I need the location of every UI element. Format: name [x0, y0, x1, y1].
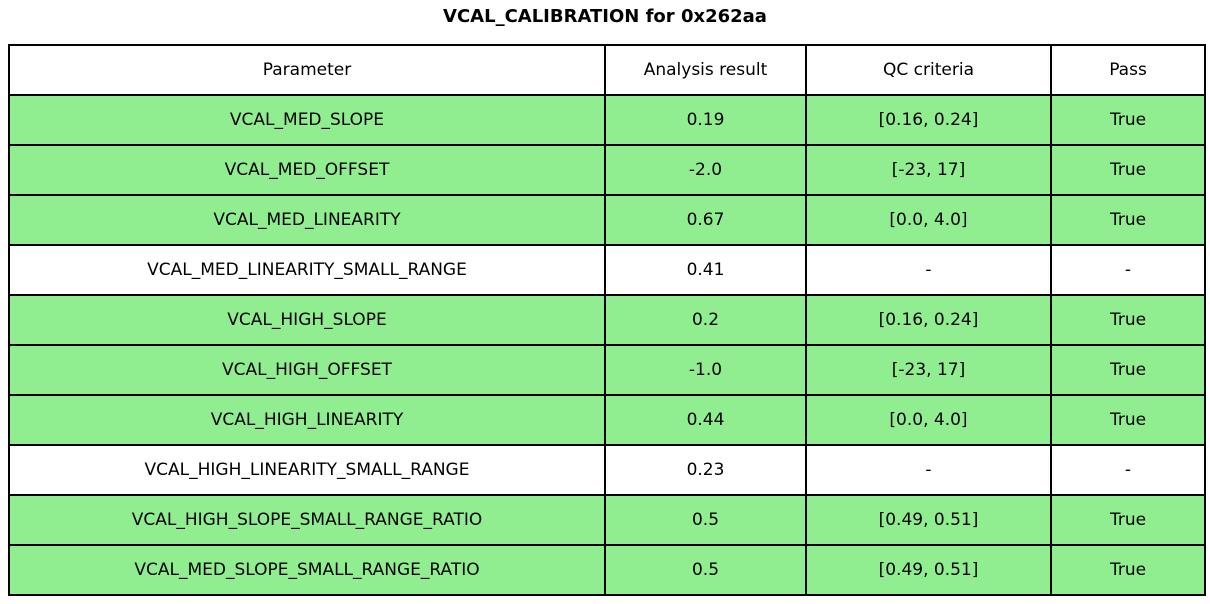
page-title: VCAL_CALIBRATION for 0x262aa	[443, 6, 767, 27]
qc-criteria-cell: [0.49, 0.51]	[805, 544, 1052, 596]
parameter-cell: VCAL_MED_OFFSET	[8, 144, 606, 196]
analysis-result-cell: 0.5	[604, 494, 807, 546]
pass-cell: True	[1050, 544, 1206, 596]
parameter-cell: VCAL_HIGH_LINEARITY	[8, 394, 606, 446]
parameter-cell: VCAL_MED_SLOPE	[8, 94, 606, 146]
qc-criteria-cell: [0.49, 0.51]	[805, 494, 1052, 546]
pass-cell: -	[1050, 244, 1206, 296]
table-row: VCAL_HIGH_LINEARITY 0.44 [0.0, 4.0] True	[8, 394, 1206, 446]
table-row: VCAL_MED_OFFSET -2.0 [-23, 17] True	[8, 144, 1206, 196]
table-body: VCAL_MED_SLOPE 0.19 [0.16, 0.24] True VCAL_M…	[8, 94, 1206, 596]
table-row: VCAL_MED_SLOPE 0.19 [0.16, 0.24] True	[8, 94, 1206, 146]
analysis-result-cell: 0.44	[604, 394, 807, 446]
table-row: VCAL_MED_SLOPE_SMALL_RANGE_RATIO 0.5 [0.49…	[8, 544, 1206, 596]
pass-cell: True	[1050, 344, 1206, 396]
pass-cell: True	[1050, 94, 1206, 146]
column-header-qc-criteria: QC criteria	[805, 44, 1052, 96]
analysis-result-cell: 0.23	[604, 444, 807, 496]
qc-criteria-cell: [-23, 17]	[805, 344, 1052, 396]
pass-cell: -	[1050, 444, 1206, 496]
column-header-analysis-result: Analysis result	[604, 44, 807, 96]
analysis-result-cell: -1.0	[604, 344, 807, 396]
qc-results-table: Parameter Analysis result QC criteria Pa…	[8, 44, 1206, 596]
table-row: VCAL_HIGH_SLOPE_SMALL_RANGE_RATIO 0.5 [0.4…	[8, 494, 1206, 546]
pass-cell: True	[1050, 294, 1206, 346]
analysis-result-cell: 0.19	[604, 94, 807, 146]
pass-cell: True	[1050, 494, 1206, 546]
column-header-pass: Pass	[1050, 44, 1206, 96]
analysis-result-cell: 0.2	[604, 294, 807, 346]
pass-cell: True	[1050, 194, 1206, 246]
table-row: VCAL_MED_LINEARITY 0.67 [0.0, 4.0] True	[8, 194, 1206, 246]
table-row: VCAL_MED_LINEARITY_SMALL_RANGE 0.41- -	[8, 244, 1206, 296]
table-row: VCAL_HIGH_SLOPE 0.2 [0.16, 0.24] True	[8, 294, 1206, 346]
pass-cell: True	[1050, 394, 1206, 446]
parameter-cell: VCAL_MED_SLOPE_SMALL_RANGE_RATIO	[8, 544, 606, 596]
pass-cell: True	[1050, 144, 1206, 196]
qc-criteria-cell: [0.0, 4.0]	[805, 394, 1052, 446]
analysis-result-cell: 0.41	[604, 244, 807, 296]
analysis-result-cell: 0.67	[604, 194, 807, 246]
analysis-result-cell: -2.0	[604, 144, 807, 196]
parameter-cell: VCAL_HIGH_SLOPE_SMALL_RANGE_RATIO	[8, 494, 606, 546]
parameter-cell: VCAL_MED_LINEARITY	[8, 194, 606, 246]
table-row: VCAL_HIGH_LINEARITY_SMALL_RANGE 0.23- -	[8, 444, 1206, 496]
parameter-cell: VCAL_HIGH_SLOPE	[8, 294, 606, 346]
qc-criteria-cell: -	[805, 244, 1052, 296]
table-row: VCAL_HIGH_OFFSET -1.0 [-23, 17] True	[8, 344, 1206, 396]
qc-criteria-cell: [-23, 17]	[805, 144, 1052, 196]
column-header-parameter: Parameter	[8, 44, 606, 96]
qc-criteria-cell: [0.0, 4.0]	[805, 194, 1052, 246]
qc-criteria-cell: [0.16, 0.24]	[805, 94, 1052, 146]
table-header-row: Parameter Analysis result QC criteria Pa…	[8, 44, 1206, 96]
parameter-cell: VCAL_HIGH_LINEARITY_SMALL_RANGE	[8, 444, 606, 496]
parameter-cell: VCAL_HIGH_OFFSET	[8, 344, 606, 396]
qc-criteria-cell: [0.16, 0.24]	[805, 294, 1052, 346]
table-header: Parameter Analysis result QC criteria Pa…	[8, 44, 1206, 96]
qc-criteria-cell: -	[805, 444, 1052, 496]
parameter-cell: VCAL_MED_LINEARITY_SMALL_RANGE	[8, 244, 606, 296]
analysis-result-cell: 0.5	[604, 544, 807, 596]
